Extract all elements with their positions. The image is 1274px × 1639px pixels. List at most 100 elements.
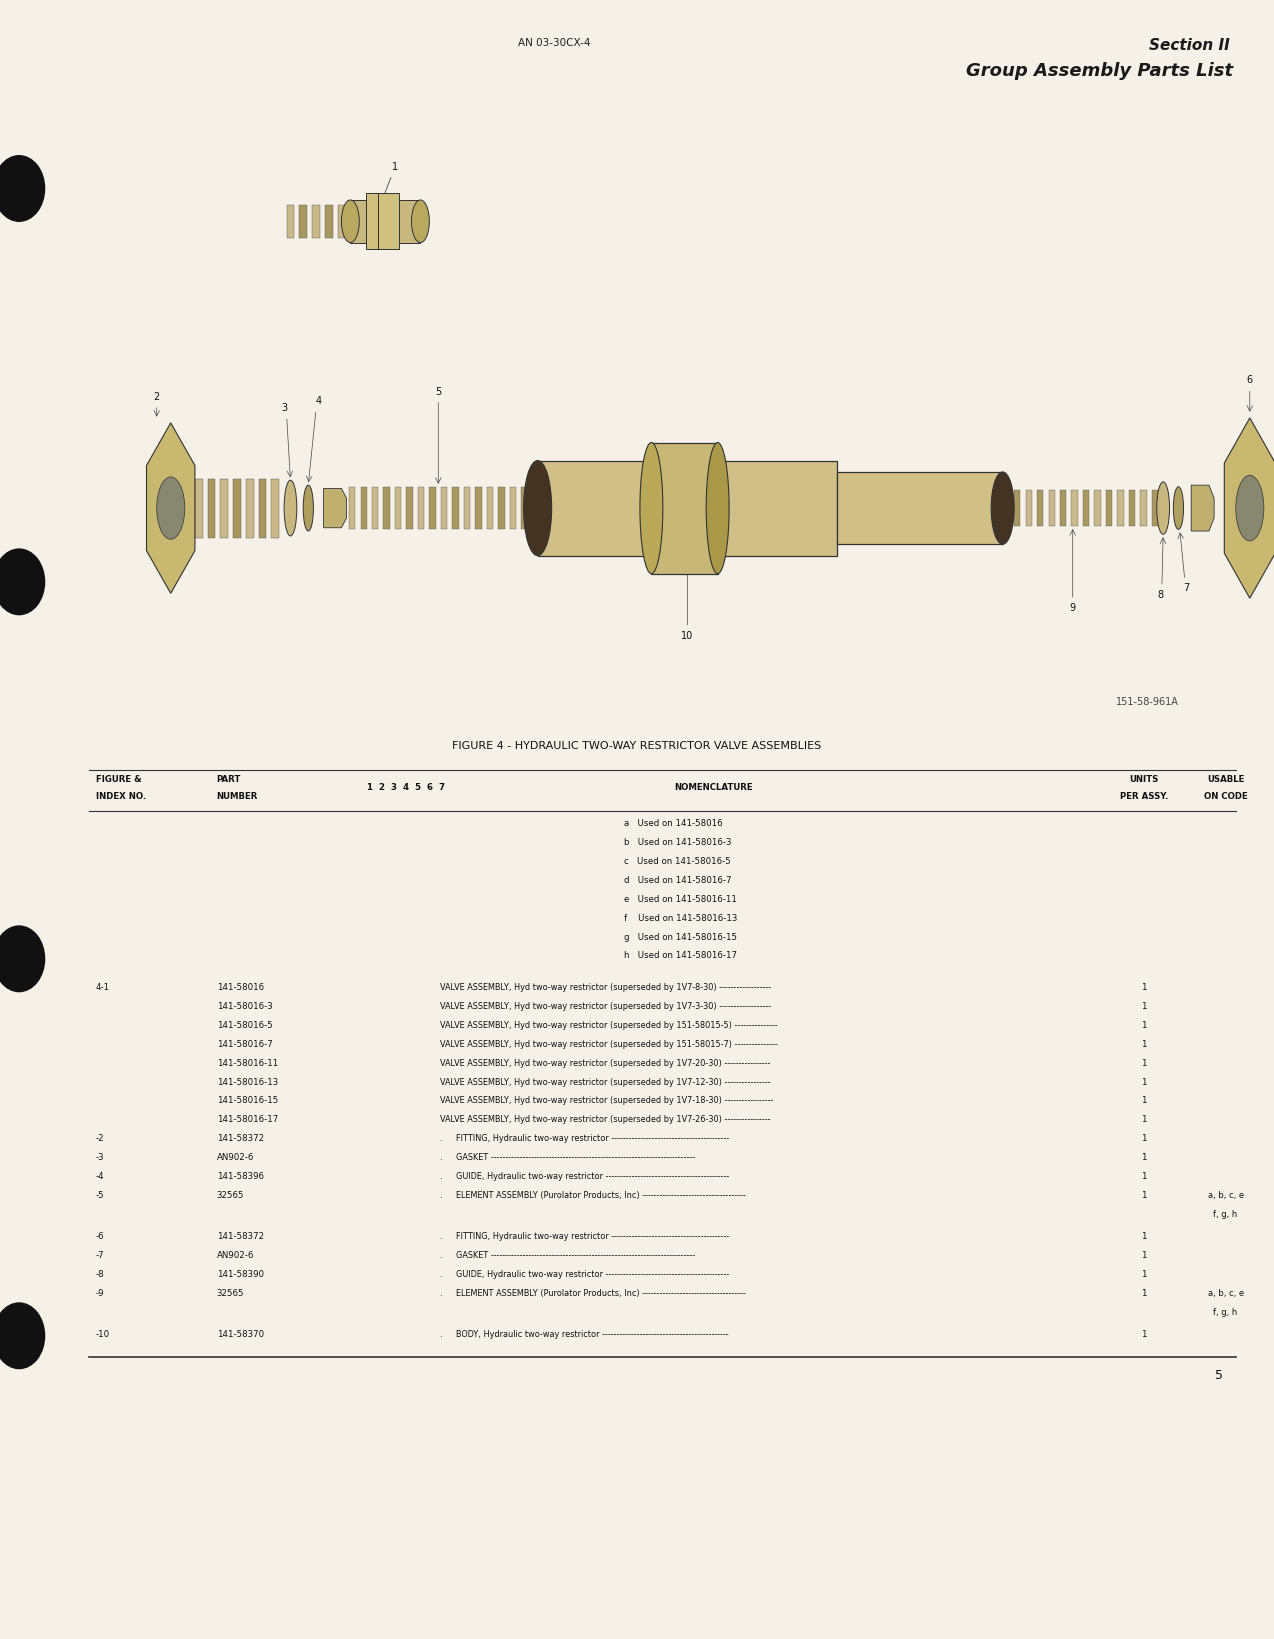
Text: 1: 1 (1142, 1041, 1147, 1049)
Text: -6: -6 (96, 1233, 104, 1241)
FancyBboxPatch shape (220, 479, 228, 538)
Text: .: . (440, 1233, 442, 1241)
Text: GUIDE, Hydraulic two-way restrictor -------------------------------------------: GUIDE, Hydraulic two-way restrictor ----… (456, 1172, 729, 1180)
Text: 1: 1 (1142, 1021, 1147, 1029)
FancyBboxPatch shape (406, 487, 413, 529)
FancyBboxPatch shape (208, 479, 215, 538)
Text: 1  2  3  4  5  6  7: 1 2 3 4 5 6 7 (367, 783, 445, 792)
FancyBboxPatch shape (1106, 490, 1112, 526)
Text: .: . (440, 1288, 442, 1298)
FancyBboxPatch shape (338, 205, 345, 238)
FancyBboxPatch shape (429, 487, 436, 529)
Text: VALVE ASSEMBLY, Hyd two-way restrictor (superseded by 1V7-18-30) ---------------: VALVE ASSEMBLY, Hyd two-way restrictor (… (440, 1096, 773, 1105)
Text: -8: -8 (96, 1270, 104, 1278)
Text: 9: 9 (1070, 603, 1075, 613)
FancyBboxPatch shape (287, 205, 294, 238)
Text: a, b, c, e: a, b, c, e (1208, 1288, 1243, 1298)
Text: d   Used on 141-58016-7: d Used on 141-58016-7 (624, 875, 731, 885)
FancyBboxPatch shape (651, 443, 717, 574)
Text: 141-58372: 141-58372 (217, 1233, 264, 1241)
FancyBboxPatch shape (361, 487, 367, 529)
Text: AN902-6: AN902-6 (217, 1251, 254, 1260)
Text: GUIDE, Hydraulic two-way restrictor -------------------------------------------: GUIDE, Hydraulic two-way restrictor ----… (456, 1270, 729, 1278)
Polygon shape (1191, 485, 1214, 531)
Text: g   Used on 141-58016-15: g Used on 141-58016-15 (624, 933, 738, 941)
Text: -5: -5 (96, 1192, 104, 1200)
FancyBboxPatch shape (325, 205, 333, 238)
Circle shape (0, 156, 45, 221)
Text: 1: 1 (383, 162, 397, 197)
Text: 141-58016-17: 141-58016-17 (217, 1116, 278, 1124)
Text: 1: 1 (1142, 1154, 1147, 1162)
Text: Section II: Section II (1149, 38, 1229, 52)
Text: 141-58016-13: 141-58016-13 (217, 1078, 278, 1087)
Text: 141-58016-15: 141-58016-15 (217, 1096, 278, 1105)
FancyBboxPatch shape (487, 487, 493, 529)
FancyBboxPatch shape (366, 193, 386, 249)
Text: f    Used on 141-58016-13: f Used on 141-58016-13 (624, 915, 738, 923)
FancyBboxPatch shape (452, 487, 459, 529)
Ellipse shape (706, 443, 729, 574)
Text: 1: 1 (1142, 1192, 1147, 1200)
Text: 141-58372: 141-58372 (217, 1134, 264, 1142)
Text: FITTING, Hydraulic two-way restrictor -----------------------------------------: FITTING, Hydraulic two-way restrictor --… (456, 1233, 729, 1241)
Text: 3: 3 (282, 403, 287, 413)
Text: 141-58016: 141-58016 (217, 983, 264, 992)
FancyBboxPatch shape (1117, 490, 1124, 526)
FancyBboxPatch shape (1003, 490, 1009, 526)
Circle shape (0, 1303, 45, 1369)
Text: USABLE: USABLE (1206, 775, 1245, 783)
FancyBboxPatch shape (378, 193, 399, 249)
Polygon shape (1224, 418, 1274, 598)
FancyBboxPatch shape (1060, 490, 1066, 526)
Text: 141-58016-3: 141-58016-3 (217, 1003, 273, 1011)
Ellipse shape (157, 477, 185, 539)
Text: 1: 1 (1142, 1288, 1147, 1298)
Text: 1: 1 (1142, 1003, 1147, 1011)
Ellipse shape (991, 472, 1014, 544)
Text: 1: 1 (1142, 1059, 1147, 1067)
Text: 2: 2 (154, 392, 159, 402)
Text: 1: 1 (1142, 1172, 1147, 1180)
FancyBboxPatch shape (1026, 490, 1032, 526)
FancyBboxPatch shape (395, 487, 401, 529)
Text: VALVE ASSEMBLY, Hyd two-way restrictor (superseded by 1V7-3-30) ----------------: VALVE ASSEMBLY, Hyd two-way restrictor (… (440, 1003, 771, 1011)
FancyBboxPatch shape (383, 487, 390, 529)
Text: 141-58016-5: 141-58016-5 (217, 1021, 273, 1029)
Text: 8: 8 (1158, 590, 1163, 600)
Circle shape (0, 549, 45, 615)
FancyBboxPatch shape (475, 487, 482, 529)
Text: UNITS: UNITS (1129, 775, 1159, 783)
Text: 141-58016-11: 141-58016-11 (217, 1059, 278, 1067)
FancyBboxPatch shape (521, 487, 527, 529)
Text: FITTING, Hydraulic two-way restrictor -----------------------------------------: FITTING, Hydraulic two-way restrictor --… (456, 1134, 729, 1142)
Text: FIGURE 4 - HYDRAULIC TWO-WAY RESTRICTOR VALVE ASSEMBLIES: FIGURE 4 - HYDRAULIC TWO-WAY RESTRICTOR … (452, 741, 822, 751)
Text: 4-1: 4-1 (96, 983, 110, 992)
FancyBboxPatch shape (350, 200, 420, 243)
Ellipse shape (524, 461, 552, 556)
Text: VALVE ASSEMBLY, Hyd two-way restrictor (superseded by 1V7-8-30) ----------------: VALVE ASSEMBLY, Hyd two-way restrictor (… (440, 983, 771, 992)
Text: .: . (440, 1172, 442, 1180)
FancyBboxPatch shape (312, 205, 320, 238)
Text: 5: 5 (436, 387, 441, 397)
Text: 1: 1 (1142, 1134, 1147, 1142)
Text: AN902-6: AN902-6 (217, 1154, 254, 1162)
Text: 1: 1 (1142, 983, 1147, 992)
Text: INDEX NO.: INDEX NO. (96, 792, 145, 800)
Text: NUMBER: NUMBER (217, 792, 257, 800)
FancyBboxPatch shape (498, 487, 505, 529)
Text: 1: 1 (1142, 1251, 1147, 1260)
Text: 1: 1 (1142, 1116, 1147, 1124)
Text: Group Assembly Parts List: Group Assembly Parts List (966, 62, 1233, 80)
Text: 10: 10 (682, 631, 693, 641)
Text: f, g, h: f, g, h (1213, 1210, 1238, 1218)
Text: GASKET -----------------------------------------------------------------------: GASKET ---------------------------------… (456, 1251, 696, 1260)
Text: PER ASSY.: PER ASSY. (1120, 792, 1168, 800)
Text: 151-58-961A: 151-58-961A (1116, 697, 1178, 706)
Text: ELEMENT ASSEMBLY (Purolator Products, Inc) ------------------------------------: ELEMENT ASSEMBLY (Purolator Products, In… (456, 1288, 745, 1298)
Text: c   Used on 141-58016-5: c Used on 141-58016-5 (624, 857, 731, 865)
Text: -2: -2 (96, 1134, 104, 1142)
FancyBboxPatch shape (259, 479, 266, 538)
Ellipse shape (341, 200, 359, 243)
Text: .: . (440, 1251, 442, 1260)
